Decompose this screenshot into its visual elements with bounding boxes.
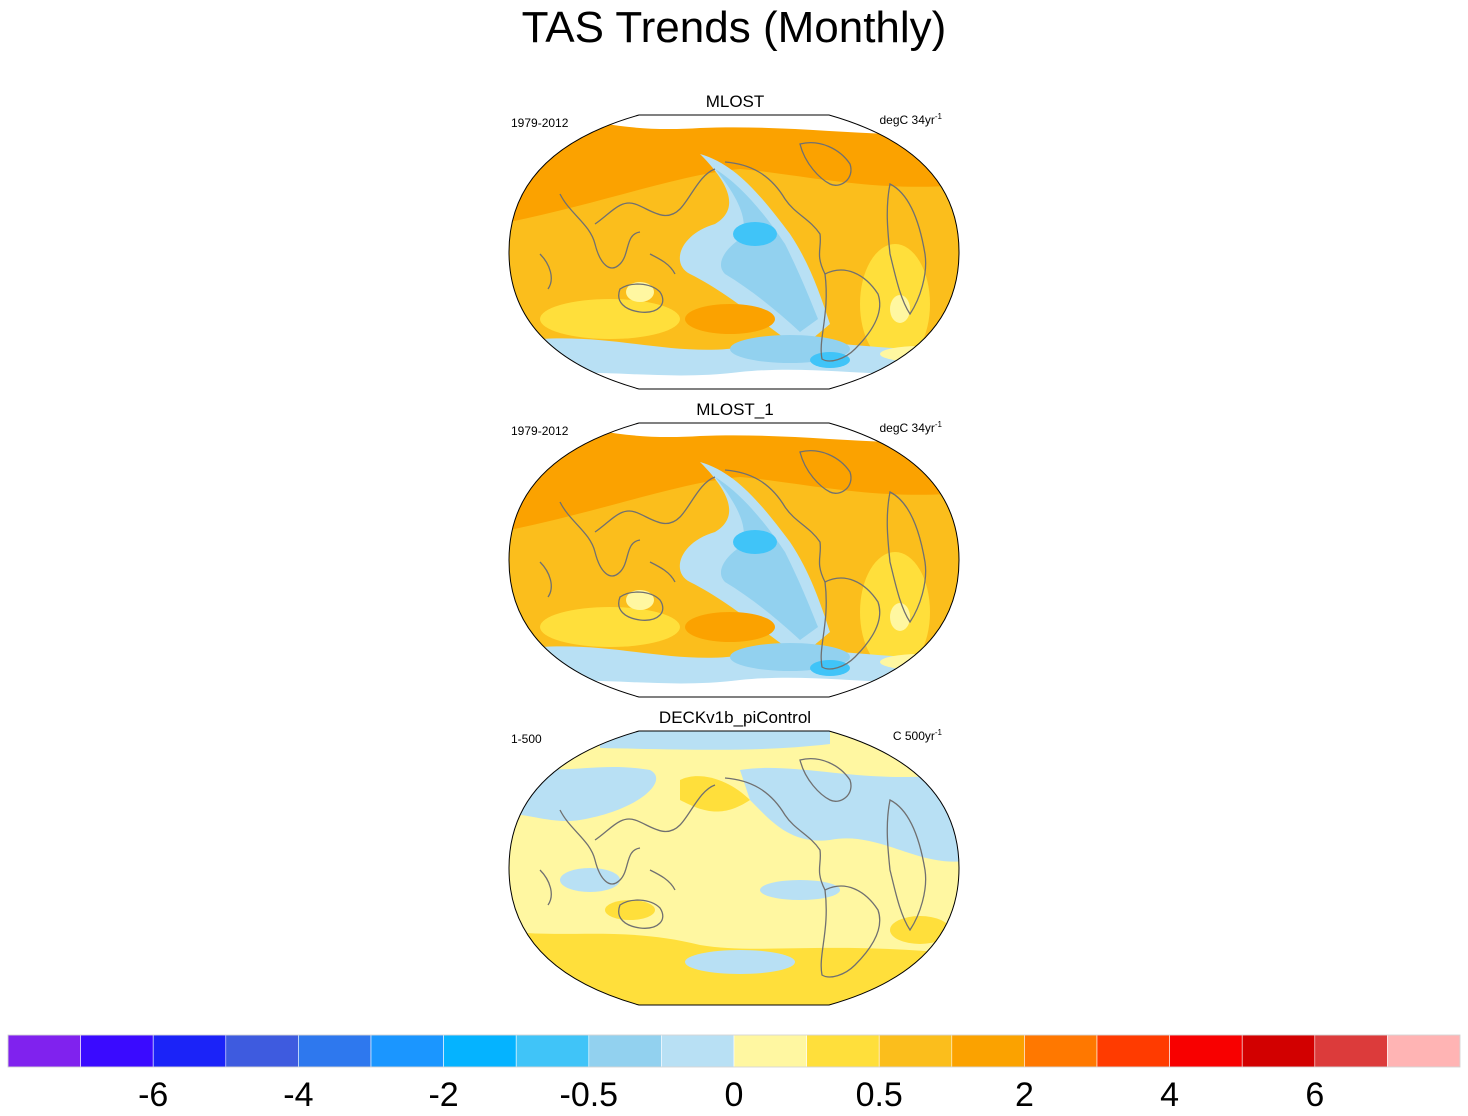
global-map xyxy=(508,422,960,698)
colorbar-swatch xyxy=(152,1034,227,1068)
panel-units: C 500yr-1 xyxy=(892,728,942,743)
global-map xyxy=(508,730,960,1006)
panel-title: MLOST_1 xyxy=(696,400,774,419)
colorbar-swatch xyxy=(1169,1034,1243,1068)
map-border xyxy=(508,422,960,698)
map-panel: DECKv1b_piControl 1-500 C 500yr-1 xyxy=(500,708,970,1008)
panel-title: DECKv1b_piControl xyxy=(658,708,812,727)
panel-units: degC 34yr-1 xyxy=(879,112,943,127)
map-panel: MLOST 1979-2012 degC 34yr-1 xyxy=(500,92,970,392)
panel-units: degC 34yr-1 xyxy=(879,420,943,435)
panel-period: 1979-2012 xyxy=(511,424,569,438)
colorbar-swatch xyxy=(588,1034,662,1068)
colorbar-swatch xyxy=(806,1034,880,1068)
colorbar-swatch xyxy=(443,1034,517,1068)
colorbar: -6 -4 -2 -0.5 0 0.5 2 4 6 xyxy=(7,1034,1461,1114)
colorbar-tick-label: 6 xyxy=(1305,1076,1324,1114)
colorbar-swatch xyxy=(7,1034,81,1068)
colorbar-tick-label: 4 xyxy=(1160,1076,1179,1114)
colorbar-swatch xyxy=(1096,1034,1170,1068)
global-map xyxy=(508,114,960,390)
map-border xyxy=(508,114,960,390)
map-field xyxy=(509,115,959,389)
colorbar-swatch xyxy=(661,1034,735,1068)
figure-title: TAS Trends (Monthly) xyxy=(521,3,947,52)
colorbar-swatch xyxy=(1024,1034,1098,1068)
colorbar-swatch xyxy=(225,1034,299,1068)
colorbar-swatch xyxy=(951,1034,1025,1068)
coastlines xyxy=(539,142,927,362)
colorbar-swatch xyxy=(80,1034,154,1068)
map-field xyxy=(509,731,959,1005)
colorbar-swatch xyxy=(1241,1034,1316,1068)
colorbar-swatch xyxy=(733,1034,807,1068)
coastlines xyxy=(539,450,927,670)
panel-title: MLOST xyxy=(705,92,765,111)
colorbar-frame xyxy=(7,1034,1461,1068)
map-field xyxy=(509,423,959,697)
panel-period: 1-500 xyxy=(511,732,542,746)
panel-period: 1979-2012 xyxy=(511,116,569,130)
map-panel: MLOST_1 1979-2012 degC 34yr-1 xyxy=(500,400,970,700)
colorbar-tick-label: 0.5 xyxy=(856,1076,903,1114)
colorbar-swatch xyxy=(298,1034,372,1068)
colorbar-tick-label: -2 xyxy=(428,1076,458,1114)
colorbar-tick-label: -4 xyxy=(283,1076,313,1114)
map-border xyxy=(508,730,960,1006)
colorbar-swatch xyxy=(370,1034,444,1068)
colorbar-swatch xyxy=(1387,1034,1461,1068)
colorbar-tick-label: 0 xyxy=(725,1076,744,1114)
colorbar-swatch xyxy=(878,1034,953,1068)
colorbar-swatch xyxy=(1314,1034,1388,1068)
coastlines xyxy=(539,758,927,978)
colorbar-tick-label: 2 xyxy=(1015,1076,1034,1114)
colorbar-swatch xyxy=(515,1034,590,1068)
colorbar-tick-label: -6 xyxy=(138,1076,168,1114)
colorbar-tick-label: -0.5 xyxy=(560,1076,619,1114)
